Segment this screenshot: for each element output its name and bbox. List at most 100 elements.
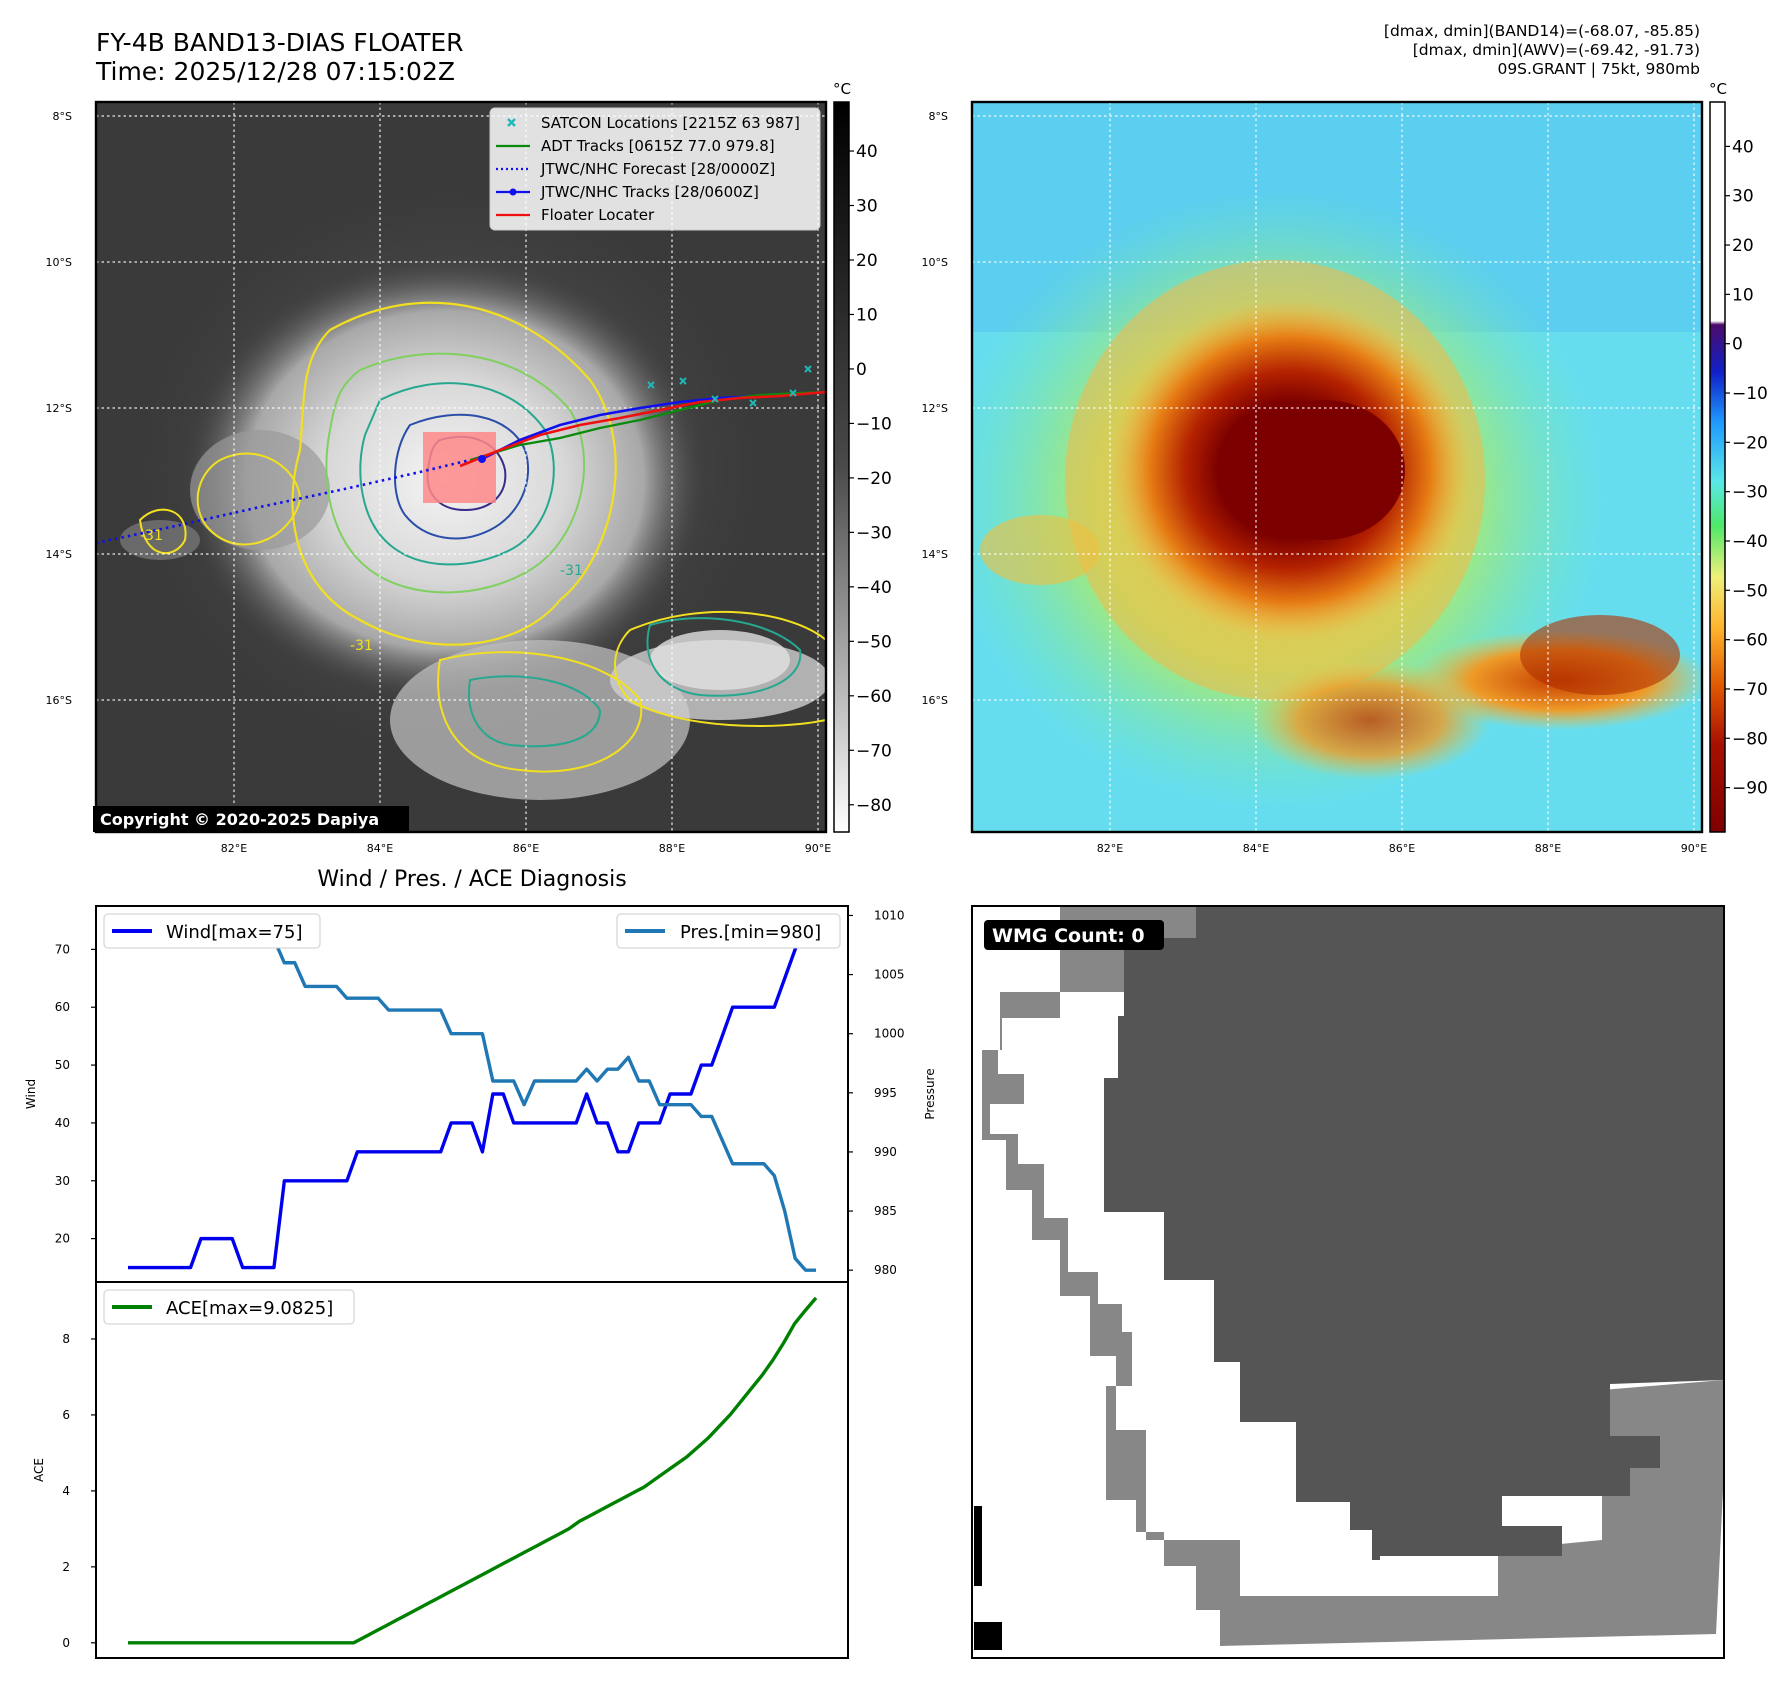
ir-panel: -31 -31 -31 SATCON Locations [2215Z 63 9… — [93, 100, 828, 834]
figure-info: [dmax, dmin](BAND14)=(-68.07, -85.85) [d… — [1384, 22, 1700, 79]
wv-colorbar-tick: −50 — [1732, 581, 1768, 601]
wv-colorbar-tick: −80 — [1732, 729, 1768, 749]
wv-colorbar-tick: −90 — [1732, 779, 1768, 799]
lat-tick-wv: 12°S — [922, 402, 948, 415]
ir-colorbar-tick: 40 — [856, 142, 878, 162]
floater-box — [423, 432, 496, 503]
contour-label-1: -31 — [350, 638, 373, 654]
wind-y-tick: 30 — [55, 1174, 70, 1188]
pressure-y-tick: 1010 — [874, 908, 905, 922]
pressure-y-tick: 995 — [874, 1086, 897, 1100]
lon-tick-wv: 86°E — [1389, 842, 1415, 855]
pressure-legend: Pres.[min=980] — [616, 913, 841, 949]
contour-label-2: -31 — [140, 528, 163, 544]
lat-tick-wv: 14°S — [922, 548, 948, 561]
ace-y-tick: 6 — [62, 1408, 70, 1422]
lat-tick-ir: 8°S — [53, 110, 72, 123]
ir-colorbar-tick: −30 — [856, 523, 892, 543]
lon-tick-wv: 90°E — [1681, 842, 1707, 855]
pressure-y-tick: 980 — [874, 1263, 897, 1277]
lon-tick-ir: 90°E — [805, 842, 831, 855]
ir-colorbar-tick: −10 — [856, 414, 892, 434]
ir-colorbar-tick: −40 — [856, 578, 892, 598]
lat-tick-ir: 10°S — [46, 256, 72, 269]
pressure-y-tick: 985 — [874, 1204, 897, 1218]
wind-y-tick: 40 — [55, 1116, 70, 1130]
figure-title: FY-4B BAND13-DIAS FLOATER Time: 2025/12/… — [96, 28, 464, 86]
wind-legend: Wind[max=75] — [103, 913, 321, 949]
lon-tick-ir: 88°E — [659, 842, 685, 855]
ir-cloud-field: -31 -31 -31 — [96, 102, 826, 832]
wind-y-tick: 60 — [55, 1000, 70, 1014]
lon-tick-wv: 88°E — [1535, 842, 1561, 855]
wv-frame — [970, 100, 1704, 834]
lon-tick-ir: 82°E — [221, 842, 247, 855]
info-band14: [dmax, dmin](BAND14)=(-68.07, -85.85) — [1383, 22, 1700, 40]
title-time: Time: 2025/12/28 07:15:02Z — [96, 57, 455, 86]
lat-tick-wv: 8°S — [929, 110, 948, 123]
map-axis-ticks: 8°S 8°S 10°S 10°S 12°S 12°S 14°S 14°S 16°S 16°S 82… — [46, 110, 1708, 855]
ir-colorbar-unit: °C — [833, 80, 851, 98]
wv-colorbar-tick: 10 — [1732, 285, 1754, 305]
wind-y-tick: 50 — [55, 1058, 70, 1072]
contour-label-3: -31 — [560, 563, 583, 579]
wind-axis-label: Wind — [24, 1079, 38, 1109]
lon-tick-ir: 84°E — [367, 842, 393, 855]
ace-legend: ACE[max=9.0825] — [103, 1289, 355, 1325]
wind-pressure-chart: 20 30 40 50 60 70 980 985 990 995 1000 1005 1010 Wi… — [24, 905, 937, 1283]
ir-colorbar-tick: 10 — [856, 305, 878, 325]
legend-item: JTWC/NHC Forecast [28/0000Z] — [496, 160, 775, 178]
ir-frame — [94, 100, 828, 834]
lon-tick-ir: 86°E — [513, 842, 539, 855]
ace-y-tick: 8 — [62, 1332, 70, 1346]
wv-colorbar-tick: −60 — [1732, 631, 1768, 651]
info-awv: [dmax, dmin](AWV)=(-69.42, -91.73) — [1412, 41, 1700, 59]
wv-colorbar-tick: 30 — [1732, 187, 1754, 207]
legend-item: SATCON Locations [2215Z 63 987] — [507, 114, 800, 132]
wmg-badge — [984, 920, 1164, 950]
legend-item-label: JTWC/NHC Tracks [28/0600Z] — [540, 183, 759, 201]
ir-colorbar-tick: 0 — [856, 360, 867, 380]
lat-tick-wv: 10°S — [922, 256, 948, 269]
adt-track — [469, 390, 826, 462]
wind-y-tick: 70 — [55, 942, 70, 956]
lat-tick-wv: 16°S — [922, 694, 948, 707]
legend-item-label: JTWC/NHC Forecast [28/0000Z] — [540, 160, 775, 178]
pressure-axis-label: Pressure — [923, 1068, 937, 1119]
wv-colorbar-tick: −30 — [1732, 483, 1768, 503]
wv-field — [972, 102, 1702, 832]
pressure-legend-label: Pres.[min=980] — [680, 922, 821, 943]
wind-y-tick: 20 — [55, 1232, 70, 1246]
info-storm: 09S.GRANT | 75kt, 980mb — [1497, 60, 1700, 78]
ace-y-tick: 2 — [62, 1560, 70, 1574]
satcon-markers — [647, 365, 812, 407]
ace-series-line — [128, 1296, 818, 1645]
wv-colorbar-unit: °C — [1709, 80, 1727, 98]
wmg-panel: WMG Count: 0 — [971, 905, 1725, 1659]
copyright-badge — [93, 806, 409, 832]
wv-panel — [970, 100, 1704, 834]
pressure-y-tick: 990 — [874, 1145, 897, 1159]
ir-colorbar-tick: −20 — [856, 469, 892, 489]
map-legend: SATCON Locations [2215Z 63 987] ADT Track… — [489, 107, 821, 231]
pressure-y-tick: 1005 — [874, 968, 905, 982]
ace-legend-label: ACE[max=9.0825] — [166, 1298, 333, 1319]
floater-track — [459, 390, 826, 468]
legend-item-label: SATCON Locations [2215Z 63 987] — [541, 114, 800, 132]
forecast-track — [96, 458, 471, 545]
legend-item-label: ADT Tracks [0615Z 77.0 979.8] — [541, 137, 775, 155]
wv-colorbar-tick: −20 — [1732, 433, 1768, 453]
wind-series-line — [128, 918, 816, 1270]
pressure-y-tick: 1000 — [874, 1027, 905, 1041]
ir-colorbar-tick: −50 — [856, 632, 892, 652]
lat-tick-ir: 16°S — [46, 694, 72, 707]
wmg-dark-region — [1104, 906, 1724, 1560]
wv-colorbar-tick: 0 — [1732, 335, 1743, 355]
ir-colorbar-tick: −70 — [856, 741, 892, 761]
ir-colorbar-tick: −60 — [856, 687, 892, 707]
lon-tick-wv: 84°E — [1243, 842, 1269, 855]
wmg-count-label: WMG Count: 0 — [992, 925, 1145, 947]
wind-legend-label: Wind[max=75] — [166, 922, 303, 943]
ace-chart: 0 2 4 6 8 ACE ACE[max=9.0825] — [32, 1281, 849, 1659]
